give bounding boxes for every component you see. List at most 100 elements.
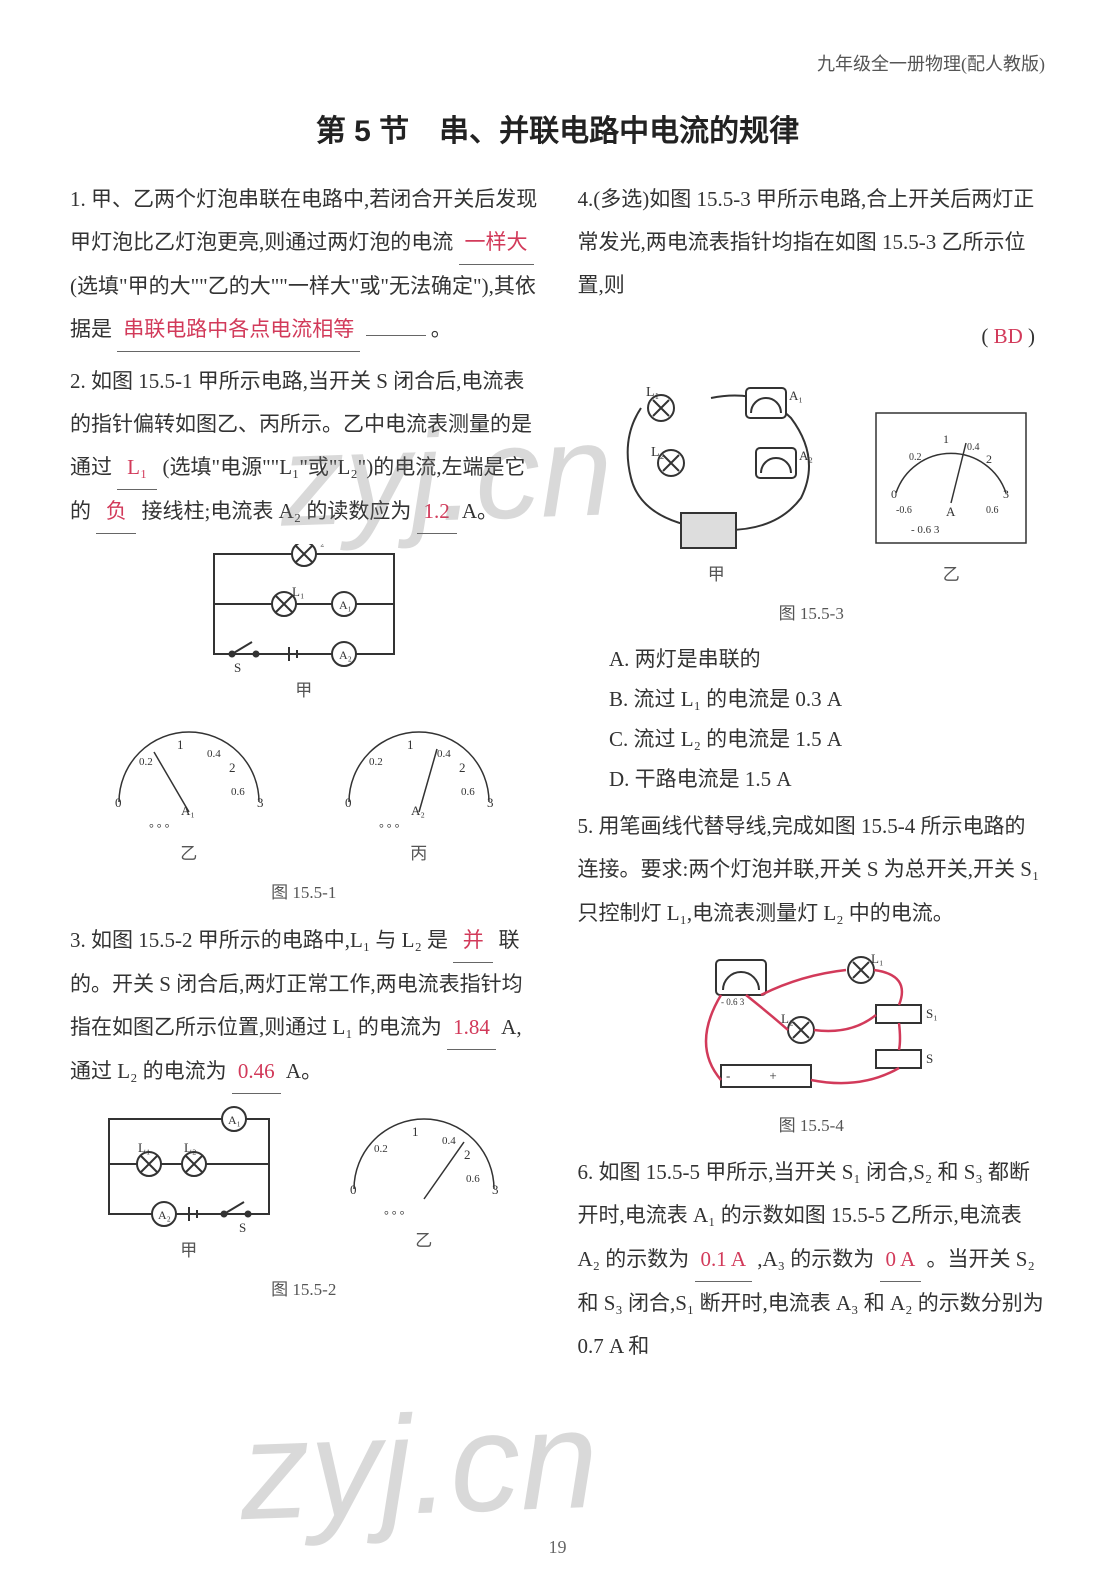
q2-text-3: 接线柱;电流表 A₂ 的读数应为 xyxy=(142,499,412,523)
svg-text:L₂: L₂ xyxy=(651,445,665,460)
q2-sublabel-c: 丙 xyxy=(329,837,509,872)
svg-text:0.2: 0.2 xyxy=(139,756,153,768)
svg-text:0.2: 0.2 xyxy=(374,1143,388,1155)
q2-blank-2: 负 xyxy=(96,490,136,534)
svg-text:2: 2 xyxy=(464,1147,471,1162)
page-header: 九年级全一册物理(配人教版) xyxy=(70,50,1045,76)
svg-text:0: 0 xyxy=(350,1182,357,1197)
q4-answer-paren: ( BD ) xyxy=(578,315,1046,358)
q3-circuit-diagram: L₁ L₂ A₁ A₂ S xyxy=(94,1104,284,1234)
svg-text:A₂: A₂ xyxy=(799,448,813,463)
svg-text:- 0.6 3: - 0.6 3 xyxy=(373,836,402,837)
q1-suffix: 。 xyxy=(431,317,452,341)
q6-blank-2: 0 A xyxy=(880,1238,922,1282)
q5-text: 5. 用笔画线代替导线,完成如图 15.5-4 所示电路的连接。要求:两个灯泡并… xyxy=(578,814,1040,924)
svg-text:0.4: 0.4 xyxy=(437,748,451,760)
q4-choice-d: D. 干路电流是 1.5 A xyxy=(578,760,1046,800)
right-column: 4.(多选)如图 15.5-3 甲所示电路,合上开关后两灯正常发光,两电流表指针… xyxy=(578,178,1046,1376)
svg-text:A₂: A₂ xyxy=(158,1208,171,1222)
svg-text:0.2: 0.2 xyxy=(909,452,922,463)
svg-text:L₂: L₂ xyxy=(312,544,324,547)
q4-sublabel-a: 甲 xyxy=(591,558,841,593)
svg-text:A₁: A₁ xyxy=(789,388,803,403)
q4-choice-c: C. 流过 L₂ 的电流是 1.5 A xyxy=(578,720,1046,760)
svg-text:A: A xyxy=(946,504,956,519)
svg-text:0.6: 0.6 xyxy=(231,786,245,798)
svg-text:S: S xyxy=(926,1051,933,1066)
q5-circuit-diagram: - 0.6 3 - + xyxy=(661,945,961,1105)
q4-choice-b: B. 流过 L₁ 的电流是 0.3 A xyxy=(578,680,1046,720)
q3-text-4: A。 xyxy=(286,1059,322,1083)
svg-text:A₁: A₁ xyxy=(228,1113,241,1127)
q2-meter-b: 0 0.2 1 0.4 2 3 0.6 A₁ ° ° ° - 0.6 3 xyxy=(99,717,279,837)
svg-text:L₁: L₁ xyxy=(646,385,659,400)
svg-text:1: 1 xyxy=(177,737,184,752)
svg-text:° ° °: ° ° ° xyxy=(384,1208,405,1222)
question-1: 1. 甲、乙两个灯泡串联在电路中,若闭合开关后发现甲灯泡比乙灯泡更亮,则通过两灯… xyxy=(70,178,538,352)
svg-text:S: S xyxy=(239,1220,246,1234)
q1-blank-1: 一样大 xyxy=(459,221,534,265)
left-column: 1. 甲、乙两个灯泡串联在电路中,若闭合开关后发现甲灯泡比乙灯泡更亮,则通过两灯… xyxy=(70,178,538,1376)
q2-sublabel-b: 乙 xyxy=(99,837,279,872)
svg-text:° ° °: ° ° ° xyxy=(379,821,400,835)
q2-blank-3: 1.2 xyxy=(417,490,457,534)
svg-text:0.6: 0.6 xyxy=(466,1173,480,1185)
svg-text:0.6: 0.6 xyxy=(461,786,475,798)
q2-sublabel-a: 甲 xyxy=(70,674,538,709)
q3-sublabel-b: 乙 xyxy=(334,1224,514,1259)
svg-text:S: S xyxy=(234,660,241,674)
q5-fig-caption: 图 15.5-4 xyxy=(578,1109,1046,1144)
svg-text:A₁: A₁ xyxy=(181,803,195,818)
svg-text:L₁: L₁ xyxy=(871,951,883,966)
svg-text:- 0.6 3: - 0.6 3 xyxy=(143,836,172,837)
svg-text:- 0.6 3: - 0.6 3 xyxy=(911,524,940,536)
q2-fig-caption: 图 15.5-1 xyxy=(70,876,538,911)
q4-meter: 0 0.2 1 0.4 2 3 -0.6 0.6 A - 0.6 3 xyxy=(871,408,1031,558)
watermark-bottom: zyj.cn xyxy=(237,1378,600,1552)
q6-text-2: ,A₃ 的示数为 xyxy=(757,1247,874,1271)
q2-meter-c: 0 0.2 1 0.4 2 3 0.6 A₂ ° ° ° - 0.6 3 xyxy=(329,717,509,837)
svg-text:- +: - + xyxy=(726,1068,777,1083)
svg-text:A₂: A₂ xyxy=(339,648,352,662)
svg-text:0.4: 0.4 xyxy=(207,748,221,760)
q3-text-1: 3. 如图 15.5-2 甲所示的电路中,L₁ 与 L₂ 是 xyxy=(70,928,448,952)
svg-text:S₁: S₁ xyxy=(926,1006,938,1021)
svg-text:3: 3 xyxy=(257,795,264,810)
q3-fig-caption: 图 15.5-2 xyxy=(70,1273,538,1308)
svg-text:0.4: 0.4 xyxy=(442,1135,456,1147)
svg-text:1: 1 xyxy=(412,1124,419,1139)
q2-circuit-diagram: L₂ L₁ A₁ A₂ S xyxy=(194,544,414,674)
page-number: 19 xyxy=(549,1537,567,1558)
svg-text:- 0.6 3: - 0.6 3 xyxy=(721,997,745,1007)
figure-15-5-4: - 0.6 3 - + xyxy=(578,945,1046,1144)
svg-text:L₂: L₂ xyxy=(781,1011,793,1026)
q4-circuit-diagram: L₁ L₂ A₁ A₂ xyxy=(591,368,841,558)
q2-blank-1: L₁ xyxy=(117,446,157,490)
q6-blank-1: 0.1 A xyxy=(695,1238,753,1282)
svg-text:1: 1 xyxy=(943,432,949,446)
q4-choice-a: A. 两灯是串联的 xyxy=(578,640,1046,680)
question-3: 3. 如图 15.5-2 甲所示的电路中,L₁ 与 L₂ 是 并 联的。开关 S… xyxy=(70,919,538,1094)
q1-blank-2: 串联电路中各点电流相等 xyxy=(117,308,360,352)
svg-text:L₁: L₁ xyxy=(138,1140,150,1155)
q1-blank-tail xyxy=(366,313,426,336)
q3-blank-1: 并 xyxy=(453,919,493,963)
q3-blank-3: 0.46 xyxy=(232,1050,281,1094)
svg-text:2: 2 xyxy=(986,452,992,466)
svg-text:0.2: 0.2 xyxy=(369,756,383,768)
svg-text:3: 3 xyxy=(1003,487,1009,501)
svg-text:0.4: 0.4 xyxy=(967,442,980,453)
q3-blank-2: 1.84 xyxy=(447,1006,496,1050)
svg-text:2: 2 xyxy=(229,760,236,775)
svg-text:L₂: L₂ xyxy=(184,1140,196,1155)
svg-text:3: 3 xyxy=(487,795,494,810)
figure-15-5-1: L₂ L₁ A₁ A₂ S 甲 0 0.2 1 xyxy=(70,544,538,911)
question-6: 6. 如图 15.5-5 甲所示,当开关 S₁ 闭合,S₂ 和 S₃ 都断开时,… xyxy=(578,1151,1046,1367)
svg-text:- 0.6 3: - 0.6 3 xyxy=(378,1223,407,1224)
svg-text:0: 0 xyxy=(115,795,122,810)
q4-text: 4.(多选)如图 15.5-3 甲所示电路,合上开关后两灯正常发光,两电流表指针… xyxy=(578,187,1035,297)
svg-text:° ° °: ° ° ° xyxy=(149,821,170,835)
q3-meter: 0 0.2 1 0.4 2 3 0.6 ° ° ° - 0.6 3 xyxy=(334,1104,514,1224)
q4-answer: BD xyxy=(994,324,1023,348)
content-columns: 1. 甲、乙两个灯泡串联在电路中,若闭合开关后发现甲灯泡比乙灯泡更亮,则通过两灯… xyxy=(70,178,1045,1376)
